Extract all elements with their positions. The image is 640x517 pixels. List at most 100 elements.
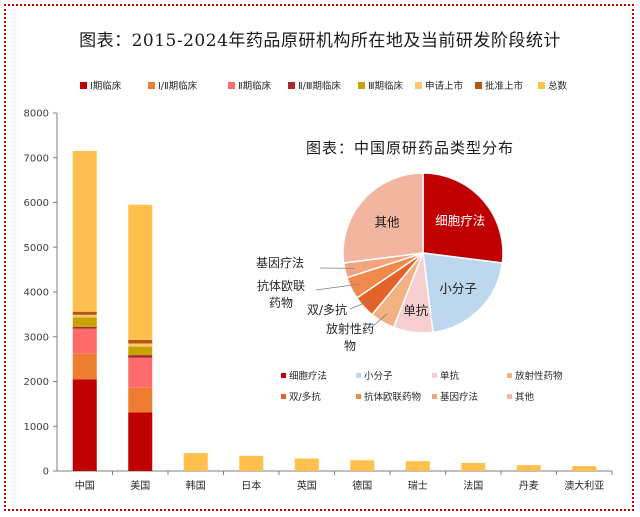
pie-slice-label: 物 bbox=[344, 339, 356, 353]
bar-legend: Ⅰ期临床 Ⅰ/Ⅱ期临床 Ⅱ期临床 Ⅱ/Ⅲ期临床 Ⅲ期临床 申请上市 批准上市 总数 bbox=[80, 80, 568, 92]
pie-slices bbox=[342, 172, 504, 334]
legend-label-apply: 申请上市 bbox=[425, 80, 464, 92]
y-tick-label: 2000 bbox=[24, 377, 49, 388]
bar-segment-total bbox=[350, 460, 375, 471]
pie-slice-label: 细胞疗法 bbox=[435, 213, 485, 228]
legend-label-total: 总数 bbox=[548, 80, 568, 92]
bar-segment-total bbox=[239, 455, 264, 471]
bar-segment-phase3 bbox=[128, 346, 153, 356]
x-tick-label: 澳大利亚 bbox=[564, 479, 604, 492]
pie-slice-label: 药物 bbox=[269, 296, 293, 310]
x-tick-label: 英国 bbox=[297, 479, 317, 492]
legend-label-phase1: Ⅰ期临床 bbox=[90, 80, 122, 92]
pie-legend-label: 细胞疗法 bbox=[289, 370, 327, 382]
legend-swatch-total bbox=[538, 82, 545, 89]
bar-segment-phase3 bbox=[72, 317, 97, 327]
bar-segment-approved bbox=[72, 311, 97, 315]
pie-legend-swatch bbox=[281, 394, 286, 399]
legend-swatch-phase2 bbox=[228, 82, 235, 89]
chart-title: 图表：2015-2024年药品原研机构所在地及当前研发阶段统计 bbox=[79, 31, 561, 51]
pie-legend-label: 双/多抗 bbox=[289, 391, 321, 403]
pie-legend-swatch bbox=[356, 373, 361, 378]
bar-segment-phase2 bbox=[128, 357, 153, 388]
bar-segment-total bbox=[294, 458, 319, 471]
y-tick-label: 4000 bbox=[24, 288, 49, 299]
bar-axes: 0 1000 2000 3000 4000 5000 6000 7000 8000 中国 美国 韩国 日… bbox=[24, 109, 613, 492]
x-tick-label: 瑞士 bbox=[408, 479, 428, 492]
chart-frame bbox=[4, 4, 634, 511]
bar-segment-approved bbox=[128, 339, 153, 344]
x-tick-label: 德国 bbox=[352, 479, 372, 492]
bar-segment-apply bbox=[128, 343, 153, 347]
pie-legend-swatch bbox=[432, 373, 437, 378]
y-tick-label: 3000 bbox=[24, 332, 49, 343]
pie-slice bbox=[422, 172, 504, 264]
bar-segment-phase1 bbox=[128, 412, 153, 471]
pie-slice bbox=[342, 172, 424, 264]
y-tick-label: 6000 bbox=[24, 198, 49, 209]
y-tick-label: 0 bbox=[43, 467, 49, 478]
y-tick-label: 8000 bbox=[24, 109, 49, 120]
y-tick-label: 7000 bbox=[24, 153, 49, 164]
x-tick-label: 丹麦 bbox=[519, 480, 539, 492]
bar-segment-total bbox=[183, 453, 208, 471]
pie-legend-label: 其他 bbox=[515, 391, 535, 403]
pie-legend-swatch bbox=[507, 394, 512, 399]
bar-segment-total bbox=[572, 466, 597, 471]
pie-leader-line bbox=[315, 283, 360, 291]
bar-segment-total bbox=[128, 204, 153, 340]
pie-legend-swatch bbox=[507, 373, 512, 378]
y-tick-label: 1000 bbox=[24, 422, 49, 433]
pie-slice bbox=[422, 252, 504, 334]
legend-swatch-apply bbox=[415, 82, 422, 89]
legend-swatch-phase1 bbox=[80, 82, 87, 89]
legend-swatch-phase23 bbox=[288, 82, 295, 89]
x-tick-label: 法国 bbox=[463, 479, 483, 492]
x-tick-label: 中国 bbox=[75, 479, 95, 492]
pie-chart: 图表：中国原研药品类型分布 细胞疗法小分子单抗其他放射性药物双/多抗抗体欧联药物… bbox=[256, 139, 563, 403]
legend-label-phase2: Ⅱ期临床 bbox=[238, 80, 272, 92]
bar-segment-phase1 bbox=[72, 379, 97, 471]
pie-legend-label: 小分子 bbox=[364, 371, 393, 382]
pie-legend-swatch bbox=[356, 394, 361, 399]
pie-legend-label: 抗体欧联药物 bbox=[364, 391, 422, 403]
legend-swatch-approved bbox=[475, 82, 482, 89]
bar-segment-apply bbox=[72, 314, 97, 318]
pie-slice-label: 抗体欧联 bbox=[257, 278, 305, 293]
y-tick-label: 5000 bbox=[24, 243, 49, 254]
pie-slice-label: 其他 bbox=[374, 214, 400, 229]
x-tick-label: 日本 bbox=[241, 479, 261, 492]
legend-label-phase3: Ⅲ期临床 bbox=[368, 80, 404, 92]
pie-legend-label: 放射性药物 bbox=[515, 370, 563, 382]
x-tick-label: 美国 bbox=[130, 479, 150, 492]
bar-segment-total bbox=[72, 151, 97, 312]
legend-label-phase23: Ⅱ/Ⅲ期临床 bbox=[298, 80, 341, 92]
pie-slice-label: 放射性药 bbox=[326, 321, 374, 336]
bar-marks bbox=[72, 151, 597, 471]
pie-legend-label: 基因疗法 bbox=[440, 391, 478, 403]
legend-label-approved: 批准上市 bbox=[485, 80, 524, 92]
bar-segment-phase23 bbox=[72, 326, 97, 329]
bar-segment-total bbox=[461, 462, 486, 471]
bar-segment-phase2 bbox=[72, 328, 97, 354]
pie-legend-swatch bbox=[432, 394, 437, 399]
legend-swatch-phase3 bbox=[358, 82, 365, 89]
bar-segment-total bbox=[516, 465, 541, 471]
pie-slice-label: 小分子 bbox=[439, 281, 477, 296]
pie-slice-label: 单抗 bbox=[403, 303, 429, 318]
pie-slice-label: 双/多抗 bbox=[307, 302, 347, 317]
pie-legend-label: 单抗 bbox=[440, 370, 460, 382]
x-tick-label: 韩国 bbox=[186, 479, 206, 492]
pie-title: 图表：中国原研药品类型分布 bbox=[306, 139, 514, 157]
bar-segment-phase12 bbox=[72, 353, 97, 380]
pie-leader-line bbox=[371, 313, 388, 328]
bar-segment-phase23 bbox=[128, 355, 153, 358]
legend-swatch-phase12 bbox=[148, 82, 155, 89]
pie-legend-swatch bbox=[281, 373, 286, 378]
pie-leader-line bbox=[349, 300, 372, 310]
pie-slice-label: 基因疗法 bbox=[256, 256, 304, 270]
bar-segment-phase12 bbox=[128, 387, 153, 413]
